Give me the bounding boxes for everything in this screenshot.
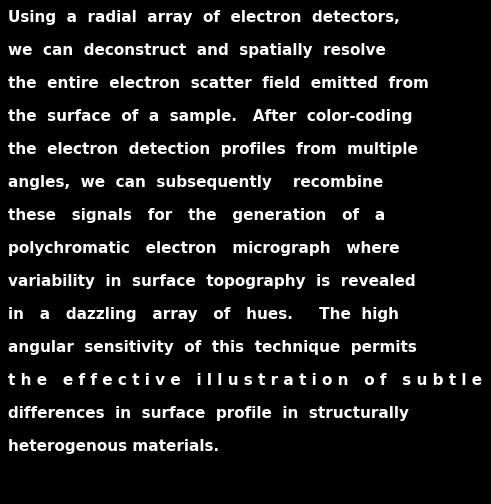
Text: variability  in  surface  topography  is  revealed: variability in surface topography is rev… — [8, 274, 415, 289]
Text: the  electron  detection  profiles  from  multiple: the electron detection profiles from mul… — [8, 142, 418, 157]
Text: we  can  deconstruct  and  spatially  resolve: we can deconstruct and spatially resolve — [8, 43, 386, 58]
Text: the  entire  electron  scatter  field  emitted  from: the entire electron scatter field emitte… — [8, 76, 429, 91]
Text: heterogenous materials.: heterogenous materials. — [8, 439, 219, 454]
Text: angular  sensitivity  of  this  technique  permits: angular sensitivity of this technique pe… — [8, 340, 417, 355]
Text: these   signals   for   the   generation   of   a: these signals for the generation of a — [8, 208, 385, 223]
Text: t h e   e f f e c t i v e   i l l u s t r a t i o n   o f   s u b t l e: t h e e f f e c t i v e i l l u s t r a … — [8, 373, 482, 388]
Text: differences  in  surface  profile  in  structurally: differences in surface profile in struct… — [8, 406, 409, 421]
Text: in   a   dazzling   array   of   hues.     The  high: in a dazzling array of hues. The high — [8, 307, 399, 322]
Text: Using  a  radial  array  of  electron  detectors,: Using a radial array of electron detecto… — [8, 10, 400, 25]
Text: the  surface  of  a  sample.   After  color-coding: the surface of a sample. After color-cod… — [8, 109, 412, 124]
Text: polychromatic   electron   micrograph   where: polychromatic electron micrograph where — [8, 241, 400, 256]
Text: angles,  we  can  subsequently    recombine: angles, we can subsequently recombine — [8, 175, 383, 190]
